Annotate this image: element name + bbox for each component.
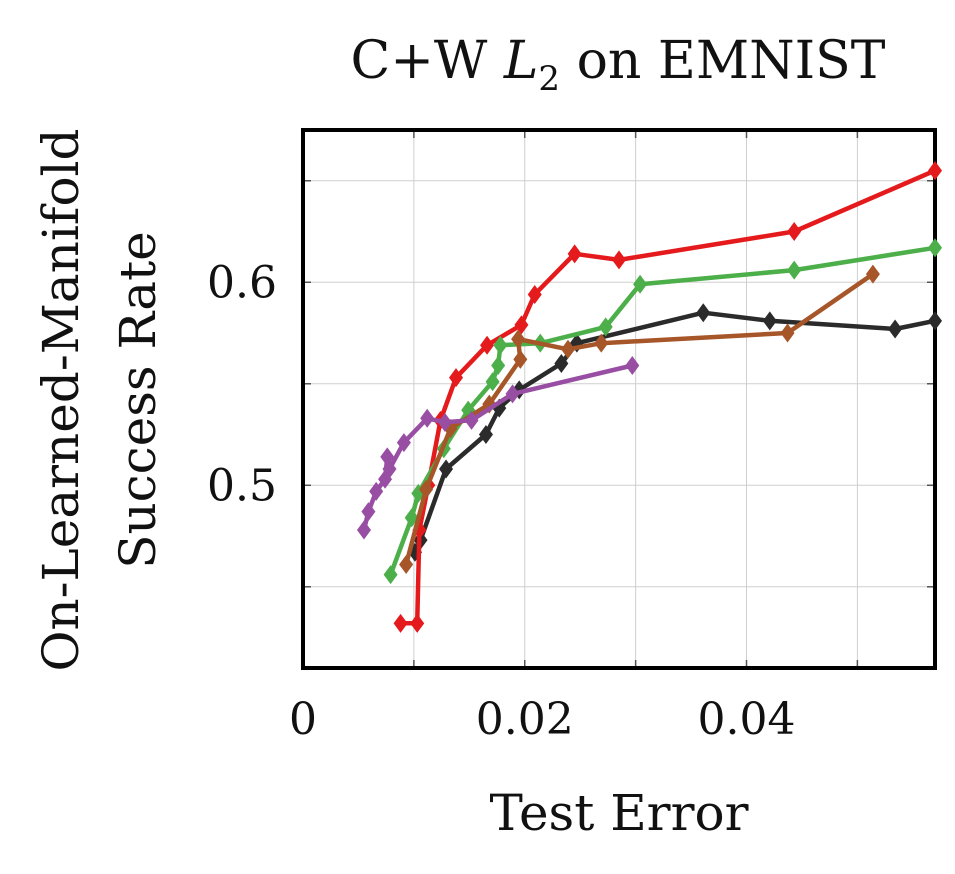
y-tick-label-0: 0.5 [207,460,277,511]
x-tick-labels: 0 0.02 0.04 [289,694,795,745]
series-3-point-0 [399,554,414,574]
series-2-point-12 [928,238,942,258]
series-4-point-11 [625,356,640,376]
series-0-point-10 [888,319,903,339]
series-0-point-8 [696,303,711,323]
series-1-point-10 [612,250,626,270]
series-3-point-6 [560,339,575,359]
series-3-point-8 [780,323,795,343]
gridlines [303,130,935,668]
series-4-point-10 [505,384,520,404]
series-1-point-12 [928,161,942,181]
series-4-point-0 [356,520,371,540]
series-3-line [403,271,876,567]
series-4 [356,356,640,540]
series-4-point-6 [396,433,411,453]
series-3 [399,264,880,574]
y-tick-labels: 0.5 0.6 [207,257,277,511]
series-0-point-6 [554,353,569,373]
series-4-point-7 [420,408,435,428]
series-2 [383,238,942,585]
series-1-point-6 [480,335,495,355]
series-4-point-2 [369,481,384,501]
chart-title-suffix: on EMNIST [560,31,886,91]
y-axis-label: On-Learned-Manifold Success Rate [32,128,167,671]
series-4-point-9 [464,410,479,430]
series-3-point-7 [594,333,609,353]
series-2-point-6 [491,356,506,376]
series-1-point-11 [787,222,802,242]
series-1 [393,161,942,633]
data-series [356,161,942,633]
series-2-point-0 [383,565,398,585]
series-3-point-4 [513,349,528,369]
series-3-point-5 [511,329,526,349]
series-3-point-9 [865,264,880,284]
chart-title: C+W L2 on EMNIST [351,31,886,99]
plot-frame [301,128,937,670]
series-1-point-8 [527,284,542,304]
series-0 [407,303,942,562]
series-4-point-5 [382,459,397,479]
plot-area [301,128,942,670]
series-0-point-9 [762,311,777,331]
series-2-point-9 [598,317,613,337]
series-1-point-5 [449,368,464,388]
chart-title-prefix: C+W [351,31,504,91]
series-0-point-3 [478,425,493,445]
series-2-point-7 [493,335,508,355]
series-4-point-1 [361,502,376,522]
y-axis-label-line-2: Success Rate [109,231,167,569]
series-4-point-8 [437,412,452,432]
chart-title-var: L [503,31,539,91]
series-1-point-0 [393,613,408,633]
series-0-point-2 [439,459,454,479]
series-0-point-11 [928,311,942,331]
series-2-point-10 [633,274,648,294]
x-tick-label-0: 0 [289,694,317,745]
chart-title-sub: 2 [538,59,560,99]
series-1-point-1 [410,613,425,633]
y-tick-label-1: 0.6 [207,257,277,308]
series-2-point-11 [787,260,802,280]
y-axis-label-line-1: On-Learned-Manifold [32,128,90,671]
series-0-line [412,310,938,555]
series-3-point-1 [419,479,434,499]
x-axis-label: Test Error [489,784,748,842]
series-1-point-7 [514,315,529,335]
series-2-point-5 [485,372,500,392]
series-1-point-9 [567,244,582,264]
x-tick-label-2: 0.04 [698,694,796,745]
x-tick-label-1: 0.02 [476,694,574,745]
